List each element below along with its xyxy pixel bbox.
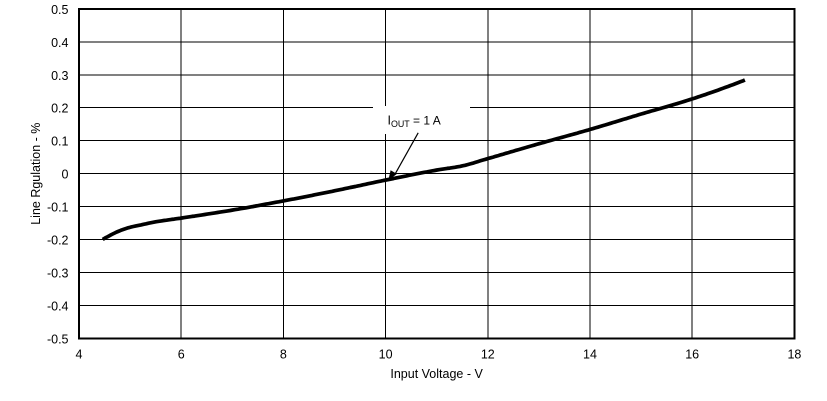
svg-text:6: 6 <box>178 347 185 361</box>
svg-text:4: 4 <box>76 347 83 361</box>
svg-text:0.5: 0.5 <box>51 3 68 17</box>
svg-text:Input Voltage - V: Input Voltage - V <box>390 367 483 381</box>
svg-text:10: 10 <box>379 347 393 361</box>
svg-text:-0.5: -0.5 <box>47 333 69 347</box>
svg-text:14: 14 <box>583 347 597 361</box>
svg-text:18: 18 <box>787 347 801 361</box>
svg-text:0.4: 0.4 <box>51 36 68 50</box>
svg-text:-0.3: -0.3 <box>47 267 69 281</box>
svg-text:0.1: 0.1 <box>51 135 68 149</box>
svg-text:0.2: 0.2 <box>51 102 68 116</box>
svg-text:-0.1: -0.1 <box>47 201 69 215</box>
svg-text:12: 12 <box>481 347 495 361</box>
svg-text:-0.2: -0.2 <box>47 234 69 248</box>
svg-text:8: 8 <box>280 347 287 361</box>
svg-text:0.3: 0.3 <box>51 69 68 83</box>
svg-text:0: 0 <box>62 168 69 182</box>
svg-text:Line Rgulation - %: Line Rgulation - % <box>29 123 43 225</box>
svg-text:-0.4: -0.4 <box>47 300 69 314</box>
svg-text:16: 16 <box>685 347 699 361</box>
